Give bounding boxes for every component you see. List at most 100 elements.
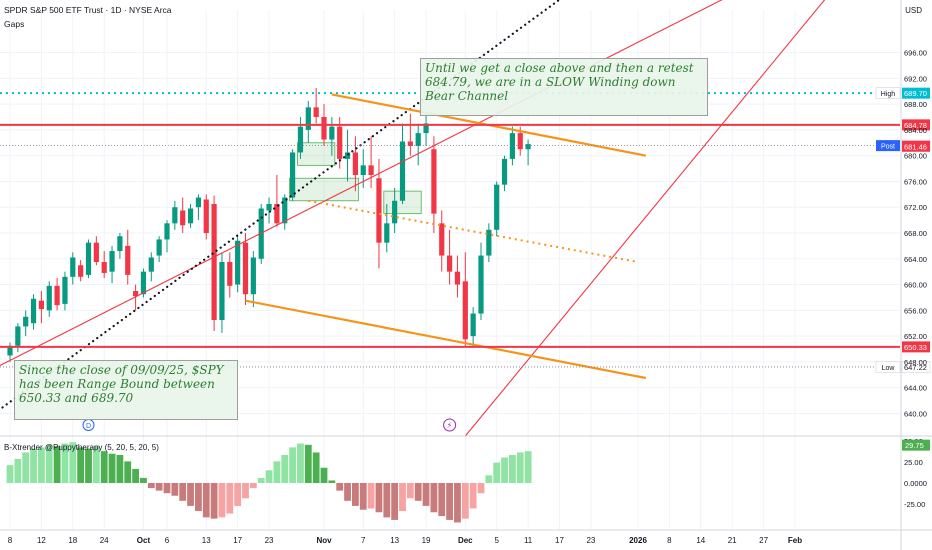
histogram-bar <box>218 483 226 518</box>
annotation-bottom[interactable]: Since the close of 09/09/25, $SPY has be… <box>14 360 238 420</box>
candle-body[interactable] <box>203 199 209 233</box>
candle-body[interactable] <box>7 345 13 356</box>
candle-body[interactable] <box>23 316 29 327</box>
candle-body[interactable] <box>509 133 515 159</box>
histogram-bar <box>108 453 116 483</box>
price-tag: 689.70 <box>904 89 927 98</box>
trend-line-orange-mid[interactable] <box>308 199 639 263</box>
candle-body[interactable] <box>54 285 60 306</box>
trend-line-red-upper[interactable] <box>0 0 732 368</box>
candle-body[interactable] <box>407 141 413 146</box>
candle-body[interactable] <box>164 223 170 240</box>
candle-body[interactable] <box>470 313 476 337</box>
candle-body[interactable] <box>101 262 107 273</box>
candle-body[interactable] <box>148 257 154 272</box>
candle-body[interactable] <box>38 300 44 310</box>
x-tick-label: 19 <box>422 536 431 545</box>
candle-body[interactable] <box>62 276 68 304</box>
currency-label[interactable]: USD <box>905 6 922 15</box>
candle-body[interactable] <box>352 152 358 175</box>
candle-body[interactable] <box>180 210 186 226</box>
histogram-bar <box>22 452 30 483</box>
candle-body[interactable] <box>431 149 437 214</box>
histogram-bar <box>234 483 242 506</box>
candle-body[interactable] <box>360 165 366 175</box>
histogram-bar <box>140 477 147 483</box>
candle-body[interactable] <box>337 126 343 159</box>
candle-body[interactable] <box>211 204 217 320</box>
price-tag-bg <box>902 341 930 353</box>
candle-body[interactable] <box>125 245 131 275</box>
histogram-bar <box>14 458 22 483</box>
candle-body[interactable] <box>415 133 421 146</box>
candle-body[interactable] <box>282 197 288 224</box>
candle-body[interactable] <box>423 123 429 134</box>
histogram-bar <box>501 457 508 483</box>
histogram-bar <box>383 483 391 518</box>
trend-line-red-lower[interactable] <box>464 0 834 437</box>
candle-body[interactable] <box>392 200 398 224</box>
histogram-bar <box>469 483 477 509</box>
candle-body[interactable] <box>187 208 194 224</box>
candle-body[interactable] <box>46 285 52 311</box>
x-tick-label: 5 <box>494 536 499 545</box>
histogram-bar <box>265 470 273 483</box>
candle-body[interactable] <box>494 184 500 230</box>
candle-body[interactable] <box>486 229 492 256</box>
candle-body[interactable] <box>462 281 468 340</box>
candle-body[interactable] <box>109 251 115 272</box>
candle-body[interactable] <box>439 223 445 256</box>
candle-body[interactable] <box>297 126 304 153</box>
candle-body[interactable] <box>140 271 147 295</box>
candle-body[interactable] <box>70 257 76 277</box>
candle-body[interactable] <box>133 291 139 297</box>
candle-body[interactable] <box>242 242 249 295</box>
candle-body[interactable] <box>156 239 162 256</box>
candle-body[interactable] <box>195 197 201 208</box>
candle-body[interactable] <box>329 126 335 140</box>
candle-body[interactable] <box>172 207 178 224</box>
candle-body[interactable] <box>305 107 311 130</box>
candle-body[interactable] <box>93 242 99 262</box>
y-tick-label: 684.00 <box>904 126 927 135</box>
candle-body[interactable] <box>235 240 241 285</box>
candle-body[interactable] <box>313 107 319 117</box>
trend-lines[interactable]: D ⚡ <box>0 0 834 437</box>
histogram-bar <box>414 483 422 501</box>
candle-body[interactable] <box>85 242 92 275</box>
candle-body[interactable] <box>344 152 351 159</box>
candle-body[interactable] <box>219 262 225 320</box>
x-tick-label: 14 <box>696 536 705 545</box>
candle-body[interactable] <box>399 141 406 201</box>
candle-body[interactable] <box>517 133 523 150</box>
earnings-marker[interactable] <box>443 418 457 432</box>
candle-body[interactable] <box>266 204 272 211</box>
candle-body[interactable] <box>78 265 84 277</box>
candle-body[interactable] <box>227 262 233 286</box>
trend-line-orange-bottom[interactable] <box>245 299 647 380</box>
candle-body[interactable] <box>525 144 531 150</box>
candle-body[interactable] <box>321 117 327 140</box>
x-tick-label: 8 <box>8 536 13 545</box>
candle-body[interactable] <box>274 204 280 224</box>
candle-body[interactable] <box>501 158 508 185</box>
candle-body[interactable] <box>376 178 382 243</box>
candle-body[interactable] <box>117 236 123 252</box>
candle-body[interactable] <box>447 255 453 272</box>
candle-body[interactable] <box>454 271 461 285</box>
candle-body[interactable] <box>290 152 296 198</box>
candle-body[interactable] <box>368 165 374 175</box>
candle-body[interactable] <box>30 298 37 324</box>
candle-body[interactable] <box>384 223 390 243</box>
candle-body[interactable] <box>250 257 256 295</box>
candle-body[interactable] <box>15 326 21 346</box>
histogram-bar <box>454 483 461 523</box>
annotation-top[interactable]: Until we get a close above and then a re… <box>420 58 708 116</box>
indicator-y-tick: 25.00 <box>904 458 923 467</box>
histogram-bar <box>422 483 430 506</box>
histogram-bar <box>438 483 446 517</box>
indicator-last-tag: 29.75 <box>905 441 924 450</box>
histogram-bar <box>6 465 14 483</box>
histogram-bar <box>155 483 163 491</box>
candle-body[interactable] <box>478 255 484 314</box>
